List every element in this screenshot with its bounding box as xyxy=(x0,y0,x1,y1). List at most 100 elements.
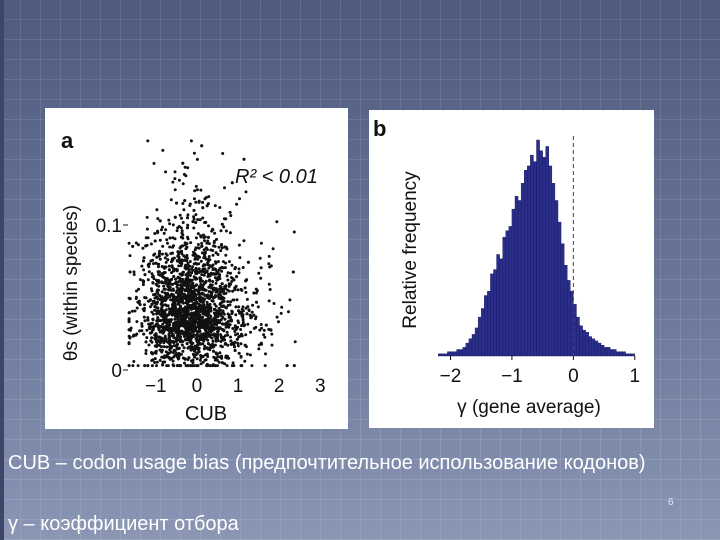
scatter-point xyxy=(198,285,201,289)
scatter-point xyxy=(201,288,205,292)
scatter-point xyxy=(267,254,271,258)
scatter-point xyxy=(171,236,175,240)
scatter-point xyxy=(147,343,151,347)
scatter-point xyxy=(198,218,202,222)
scatter-point xyxy=(148,262,151,266)
scatter-point xyxy=(179,287,183,291)
scatter-point xyxy=(166,353,169,357)
scatter-point xyxy=(222,335,226,339)
scatter-point xyxy=(158,257,162,261)
scatter-point xyxy=(237,305,241,309)
scatter-point xyxy=(229,335,232,339)
scatter-point xyxy=(189,339,193,343)
scatter-point xyxy=(196,257,200,261)
scatter-point xyxy=(127,364,131,368)
scatter-point xyxy=(224,253,228,257)
scatter-point xyxy=(156,262,160,266)
histogram-bar xyxy=(619,351,623,357)
scatter-point xyxy=(223,338,226,342)
histogram-bar xyxy=(450,351,454,357)
scatter-point xyxy=(127,241,131,245)
scatter-point xyxy=(228,231,232,235)
scatter-point xyxy=(264,323,268,327)
scatter-point xyxy=(237,351,241,355)
scatter-point xyxy=(204,337,208,341)
scatter-point xyxy=(138,278,142,282)
histogram-bar xyxy=(625,353,629,357)
scatter-point xyxy=(227,289,231,293)
scatter-point xyxy=(220,246,224,250)
scatter-point xyxy=(181,310,185,314)
scatter-point xyxy=(169,339,173,343)
scatter-point xyxy=(211,280,215,283)
scatter-point xyxy=(201,318,205,322)
scatter-point xyxy=(196,232,200,236)
scatter-point xyxy=(153,239,157,243)
scatter-point xyxy=(226,278,230,282)
scatter-point xyxy=(193,189,197,193)
scatter-point xyxy=(225,330,229,334)
scatter-point xyxy=(137,299,141,303)
scatter-point xyxy=(186,364,190,368)
scatter-point xyxy=(210,295,214,299)
scatter-point xyxy=(178,276,181,280)
scatter-point xyxy=(207,313,211,317)
scatter-point xyxy=(164,308,168,312)
scatter-point xyxy=(174,352,178,356)
scatter-point xyxy=(133,309,137,313)
scatter-point xyxy=(177,264,181,268)
scatter-point xyxy=(252,313,256,317)
scatter-point xyxy=(156,316,160,320)
scatter-point xyxy=(150,364,154,368)
scatter-point xyxy=(203,197,207,201)
scatter-point xyxy=(164,170,168,174)
scatter-point xyxy=(179,304,182,308)
scatter-point xyxy=(181,182,185,186)
scatter-point xyxy=(178,331,182,335)
scatter-point xyxy=(154,336,158,340)
scatter-point xyxy=(191,253,195,257)
scatter-point xyxy=(229,342,233,346)
scatter-point xyxy=(198,295,202,299)
scatter-point xyxy=(211,339,215,343)
scatter-point xyxy=(224,284,228,288)
scatter-point xyxy=(259,341,263,345)
scatter-point xyxy=(166,340,169,344)
scatter-point xyxy=(182,172,186,176)
scatter-point xyxy=(213,267,217,271)
scatter-point xyxy=(194,305,198,309)
scatter-point xyxy=(172,256,176,260)
scatter-point xyxy=(198,338,202,341)
scatter-point xyxy=(234,313,238,317)
scatter-point xyxy=(152,327,155,331)
scatter-point xyxy=(181,221,185,224)
scatter-point xyxy=(178,364,182,368)
scatter-point xyxy=(172,364,176,368)
scatter-point xyxy=(185,322,189,326)
scatter-point xyxy=(145,215,149,219)
scatter-point xyxy=(220,356,224,360)
histogram-bar xyxy=(453,351,457,357)
scatter-point xyxy=(143,364,147,368)
scatter-point xyxy=(225,321,229,325)
scatter-point xyxy=(183,165,187,169)
scatter-point xyxy=(163,256,167,260)
scatter-point xyxy=(187,356,191,360)
scatter-point xyxy=(168,286,172,290)
scatter-panel: a R² < 0.01 0 0.1 −1 0 1 2 3 CUB θs (within s… xyxy=(45,108,348,429)
scatter-point xyxy=(206,342,210,346)
scatter-point xyxy=(167,313,171,317)
scatter-point xyxy=(207,266,211,270)
scatter-point xyxy=(207,285,211,289)
histogram-bar xyxy=(481,308,485,357)
scatter-point xyxy=(201,206,205,210)
scatter-point xyxy=(208,278,212,282)
scatter-point xyxy=(155,364,158,368)
scatter-point xyxy=(172,275,176,278)
scatter-point xyxy=(157,319,160,323)
scatter-point xyxy=(150,302,154,306)
scatter-point xyxy=(201,269,205,273)
scatter-point xyxy=(194,293,198,297)
histogram-bar xyxy=(616,351,620,357)
histogram-bar xyxy=(499,258,503,357)
